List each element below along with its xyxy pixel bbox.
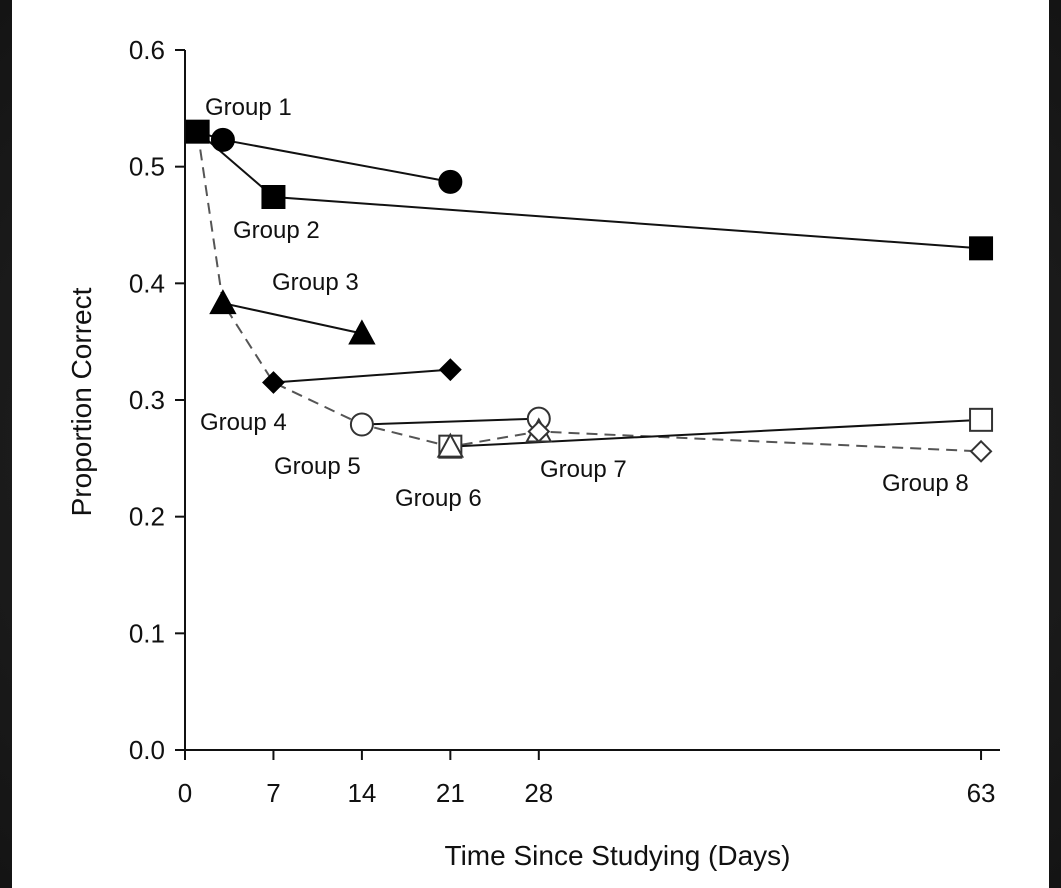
x-axis-title: Time Since Studying (Days) [445,840,791,871]
group-label-5: Group 5 [274,453,361,480]
y-tick-label: 0.6 [129,35,165,65]
group-label-6: Group 6 [395,485,482,512]
x-tick-label: 63 [967,778,996,808]
x-tick-label: 28 [524,778,553,808]
data-point-group-1 [438,169,463,194]
data-point-group-4 [262,371,285,394]
series-line-group-3 [222,302,363,335]
data-point-group-7 [436,432,465,458]
x-tick-label: 0 [178,778,192,808]
x-tick-label: 21 [436,778,465,808]
data-point-group-1 [210,127,235,152]
y-tick-label: 0.0 [129,735,165,765]
y-tick-label: 0.2 [129,502,165,532]
group-label-8: Group 8 [882,470,969,497]
data-point-group-6 [969,407,994,432]
group-label-4: Group 4 [200,409,287,436]
data-point-group-2 [969,236,994,261]
data-point-group-3 [348,319,376,345]
group-labels: Group 1 Group 2 Group 3 Group 4 Group 5 Group… [200,94,969,512]
x-axis-ticks: 0 7 14 21 28 63 [178,750,996,808]
y-axis-title: Proportion Correct [66,287,97,516]
data-point-group-4 [438,358,462,382]
data-point-group-3 [209,289,237,315]
y-axis-ticks: 0.0 0.1 0.2 0.3 0.4 0.5 0.6 [129,35,185,765]
series-markers [185,119,994,463]
y-tick-label: 0.1 [129,618,165,648]
series-line-group-4 [273,368,451,384]
x-tick-label: 14 [347,778,376,808]
data-point-group-8 [969,439,993,463]
series-line-group-1 [197,130,451,183]
data-point-group-8 [527,420,551,443]
group-label-1: Group 1 [205,94,292,121]
y-tick-label: 0.4 [129,268,165,298]
data-point-group-2 [185,119,210,144]
y-tick-label: 0.3 [129,385,165,415]
group-label-7: Group 7 [540,456,627,483]
group-label-2: Group 2 [233,217,320,244]
x-tick-label: 7 [266,778,280,808]
y-tick-label: 0.5 [129,152,165,182]
series-line-group-5 [361,417,539,426]
data-point-group-2 [261,185,286,209]
group-label-3: Group 3 [272,269,359,296]
data-point-group-5 [349,412,374,437]
